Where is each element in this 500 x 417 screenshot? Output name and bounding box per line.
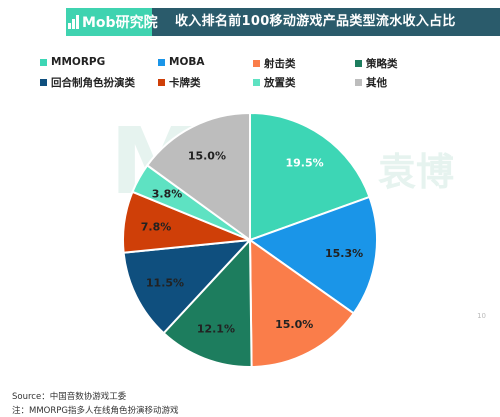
note-text: 注：MMORPG指多人在线角色扮演移动游戏 bbox=[12, 406, 179, 416]
legend-label: 其他 bbox=[366, 77, 387, 89]
legend-item: 卡牌类 bbox=[158, 75, 201, 90]
slice-label: 7.8% bbox=[141, 220, 172, 233]
pie-slice bbox=[145, 111, 251, 242]
legend-label: 射击类 bbox=[264, 58, 296, 70]
pie-slice bbox=[122, 238, 253, 335]
pie-slice bbox=[247, 195, 378, 315]
legend-swatch bbox=[355, 60, 362, 67]
slice-label: 12.1% bbox=[197, 323, 235, 336]
slice-label: 15.3% bbox=[325, 247, 363, 260]
pie-slice bbox=[162, 237, 253, 368]
legend-item: MMORPG bbox=[40, 56, 105, 68]
mob-logo: Mob研究院 bbox=[68, 10, 158, 34]
legend-label: 回合制角色扮演类 bbox=[51, 77, 135, 89]
legend-label: MMORPG bbox=[51, 56, 106, 68]
slice-label: 11.5% bbox=[146, 276, 184, 289]
chart-title: 收入排名前100移动游戏产品类型流水收入占比 bbox=[175, 14, 456, 29]
slice-label: 19.5% bbox=[286, 156, 324, 169]
logo-bars-icon bbox=[68, 15, 80, 29]
slice-label: 3.8% bbox=[152, 188, 183, 201]
legend-item: 射击类 bbox=[253, 56, 296, 71]
legend-swatch bbox=[158, 79, 165, 86]
legend-label: 策略类 bbox=[366, 58, 398, 70]
legend-swatch bbox=[253, 60, 260, 67]
legend-label: MOBA bbox=[169, 56, 205, 68]
slice-label: 15.0% bbox=[188, 149, 226, 162]
legend-swatch bbox=[253, 79, 260, 86]
logo-background bbox=[66, 8, 152, 36]
legend-item: 其他 bbox=[355, 75, 387, 90]
header: Mob研究院 收入排名前100移动游戏产品类型流水收入占比 bbox=[0, 0, 500, 40]
legend-swatch bbox=[40, 58, 47, 66]
source-text: Source：中国音数协游戏工委 bbox=[12, 392, 127, 402]
slice-label: 15.0% bbox=[275, 318, 313, 331]
pie-slice bbox=[248, 238, 356, 369]
legend-item: 回合制角色扮演类 bbox=[40, 75, 135, 90]
legend-label: 放置类 bbox=[264, 77, 296, 89]
legend-swatch bbox=[355, 79, 362, 86]
legend-swatch bbox=[40, 79, 47, 86]
pie-slice bbox=[249, 111, 371, 242]
logo-text: Mob研究院 bbox=[82, 15, 158, 31]
legend-item: 放置类 bbox=[253, 75, 296, 90]
legend-item: 策略类 bbox=[355, 56, 398, 71]
legend-swatch bbox=[158, 58, 165, 66]
page-number: 10 bbox=[477, 312, 486, 320]
legend-item: MOBA bbox=[158, 56, 205, 68]
legend-label: 卡牌类 bbox=[169, 77, 201, 89]
